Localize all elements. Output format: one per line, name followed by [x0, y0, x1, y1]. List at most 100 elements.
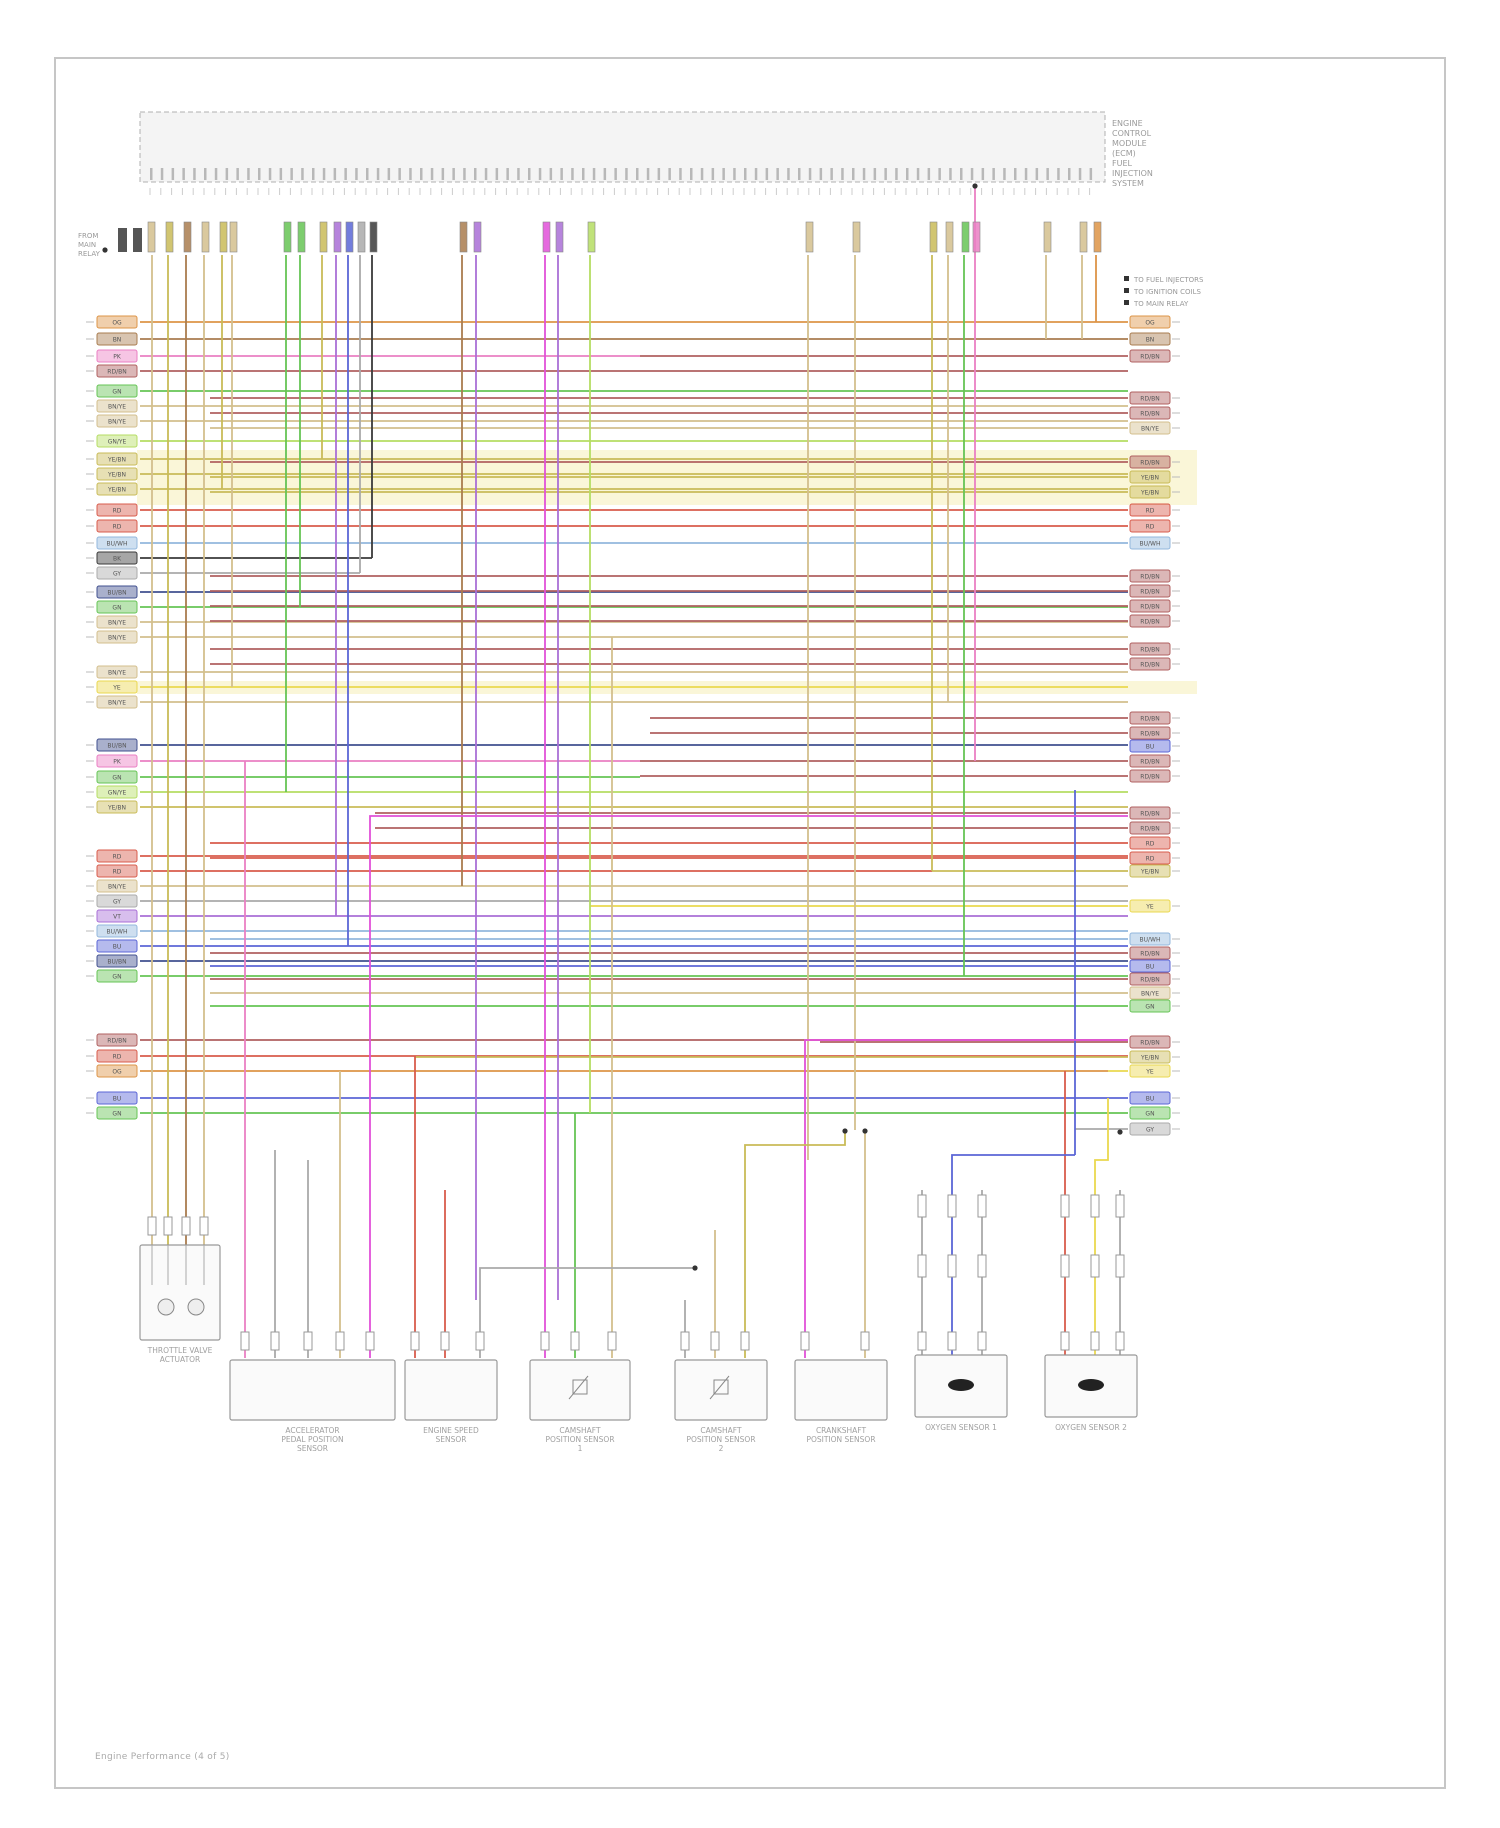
wire-label-box	[96, 399, 138, 413]
ecm-label-line: MODULE	[1112, 139, 1147, 148]
component-label: 1	[578, 1444, 583, 1453]
connector-pin-green	[283, 221, 292, 253]
wire-label-box	[1129, 711, 1171, 725]
component-pin-connector	[1115, 1331, 1125, 1351]
power-note-line: MAIN	[78, 241, 96, 249]
ecm-pin	[852, 168, 855, 180]
ecm-pin	[452, 168, 455, 180]
wire-label: BU/BN	[86, 585, 138, 599]
wire-label-text: BN/YE	[108, 620, 126, 627]
ecm-pin	[744, 168, 747, 180]
terminal-circle-icon	[187, 1298, 205, 1316]
wire-label-box	[1129, 806, 1171, 820]
wire-label-box	[1129, 972, 1171, 986]
connector-pin-green	[297, 221, 306, 253]
ecm-pin	[938, 168, 941, 180]
wire-label-text: RD/BN	[1140, 759, 1159, 766]
ecm-pin	[679, 168, 682, 180]
wire-label-text: YE/BN	[107, 805, 126, 812]
wire-label-box	[96, 754, 138, 768]
wire-label-text: BU/WH	[1140, 937, 1161, 944]
component-pin-connector	[199, 1216, 209, 1236]
wire-label: RD/BN	[1129, 972, 1180, 986]
wire-label: GN	[1129, 999, 1180, 1013]
ecm-pin	[312, 168, 315, 180]
sensor-arrow-icon	[709, 1375, 730, 1400]
wire-label-text: RD/BN	[1140, 951, 1159, 958]
inline-connector	[977, 1254, 987, 1278]
ecm-pin	[960, 168, 963, 180]
wire-label-text: RD	[113, 869, 122, 876]
wire-label: RD	[1129, 836, 1180, 850]
wire-label: RD/BN	[1129, 349, 1180, 363]
wire-label-text: RD	[1146, 841, 1155, 848]
ecm-pin	[571, 168, 574, 180]
connector-pin-violet	[473, 221, 482, 253]
wire-label-box	[1129, 821, 1171, 835]
ecm-pin	[506, 168, 509, 180]
ecm-connector-strip	[139, 111, 1106, 183]
ecm-pin	[236, 168, 239, 180]
wire-label: GN	[1129, 1106, 1180, 1120]
wire-label-text: YE/BN	[1140, 475, 1159, 482]
wire-label-box	[1129, 1091, 1171, 1105]
inline-connector-icon	[118, 228, 127, 252]
wire-label: BU/WH	[86, 536, 138, 550]
sensor-symbol-icon	[713, 1379, 729, 1395]
ecm-pin	[636, 168, 639, 180]
wire-label-text: BN	[113, 337, 122, 344]
wire-label-box	[96, 1064, 138, 1078]
wire-label-box	[1129, 864, 1171, 878]
wire-label-box	[1129, 485, 1171, 499]
component-pin-connector	[607, 1331, 617, 1351]
wire-label-text: PK	[113, 354, 122, 361]
wire-label: BN	[1129, 332, 1180, 346]
wire-label-text: GY	[113, 571, 121, 578]
wire-label-box	[96, 551, 138, 565]
component-label: PEDAL POSITION	[281, 1435, 343, 1444]
ecm-pin	[690, 168, 693, 180]
ecm-pin	[376, 168, 380, 180]
wire-label: RD/BN	[1129, 769, 1180, 783]
wire-label-box	[96, 364, 138, 378]
inline-connector	[1060, 1194, 1070, 1218]
wire-label-box	[1129, 406, 1171, 420]
wire-label-text: RD/BN	[1140, 396, 1159, 403]
wire-label: YE/BN	[1129, 470, 1180, 484]
wire-label: BN/YE	[86, 615, 138, 629]
page-frame	[54, 57, 1446, 1789]
wire-label-box	[1129, 836, 1171, 850]
ecm-pin	[322, 168, 326, 180]
wire-label-text: BN/YE	[108, 884, 126, 891]
ecm-pin	[441, 168, 445, 180]
ecm-pin	[560, 168, 563, 180]
wire-label: BU/WH	[1129, 536, 1180, 550]
wire-label-box	[96, 864, 138, 878]
wire-label: GY	[86, 566, 138, 580]
connector-pin-tan	[201, 221, 210, 253]
ecm-pin	[754, 168, 758, 180]
wire-label-text: RD/BN	[1140, 716, 1159, 723]
wire-label-box	[96, 349, 138, 363]
ecm-pin	[193, 168, 196, 180]
junction-dot	[972, 183, 978, 189]
component-label: SENSOR	[297, 1444, 328, 1453]
wire-label-text: RD/BN	[1140, 647, 1159, 654]
wire-label-box	[1129, 851, 1171, 865]
wire-label-text: YE/BN	[1140, 490, 1159, 497]
ecm-pin	[409, 168, 412, 180]
junction-dot	[102, 247, 108, 253]
component-label: OXYGEN SENSOR 1	[925, 1423, 997, 1432]
ecm-pin	[182, 168, 185, 180]
wire-label: RD/BN	[1129, 584, 1180, 598]
connector-pin-brown	[459, 221, 468, 253]
component-pin-connector	[303, 1331, 313, 1351]
ecm-pin	[1089, 168, 1093, 180]
ecm-pin	[333, 168, 337, 180]
component-pin-connector	[163, 1216, 173, 1236]
component-pin-connector	[977, 1331, 987, 1351]
wire-label-text: BU	[113, 944, 122, 951]
ecm-pin	[398, 168, 401, 180]
component-pin-connector	[475, 1331, 485, 1351]
wire-label-text: GN	[112, 974, 121, 981]
